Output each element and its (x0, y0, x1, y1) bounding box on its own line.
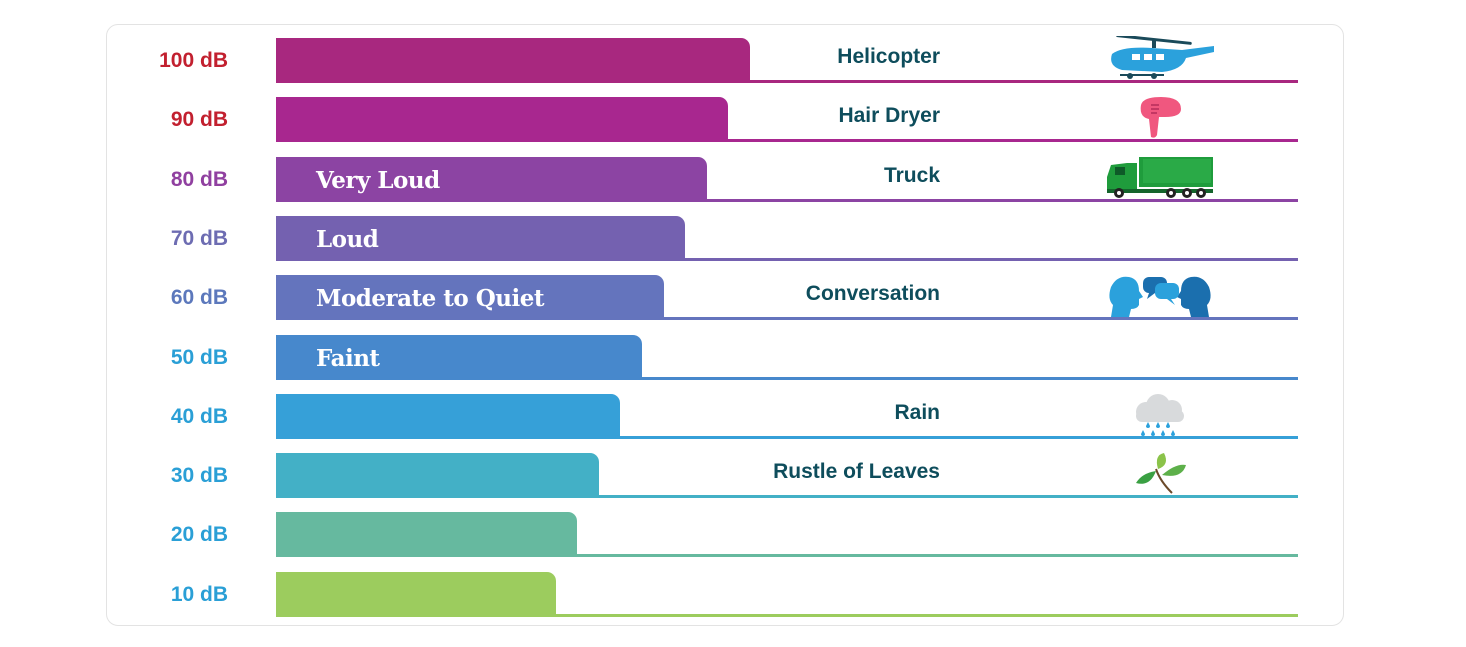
tick-label: 10 dB (120, 583, 228, 607)
tick-label: 100 dB (120, 49, 228, 73)
leaves-icon (1132, 451, 1188, 502)
row-baseline (276, 377, 1298, 380)
bar (276, 512, 577, 556)
tick-label: 40 dB (120, 405, 228, 429)
truck-icon (1105, 155, 1215, 206)
bar (276, 453, 599, 497)
bar: Loud (276, 216, 685, 260)
helicopter-icon (1102, 36, 1218, 85)
example-label: Rustle of Leaves (640, 460, 940, 484)
tick-label: 20 dB (120, 523, 228, 547)
tick-label: 80 dB (120, 168, 228, 192)
conversation-icon (1107, 273, 1213, 324)
bar (276, 572, 556, 616)
bar (276, 394, 620, 438)
rain-cloud-icon (1128, 392, 1192, 443)
level-label: Faint (316, 345, 380, 372)
level-label: Loud (316, 226, 378, 253)
level-label: Very Loud (316, 167, 440, 194)
tick-label: 90 dB (120, 108, 228, 132)
bar: Moderate to Quiet (276, 275, 664, 319)
tick-label: 70 dB (120, 227, 228, 251)
example-label: Helicopter (640, 45, 940, 69)
example-label: Conversation (640, 282, 940, 306)
bar: Faint (276, 335, 642, 379)
example-label: Hair Dryer (640, 104, 940, 128)
tick-label: 30 dB (120, 464, 228, 488)
tick-label: 50 dB (120, 346, 228, 370)
row-baseline (276, 554, 1298, 557)
example-label: Truck (640, 164, 940, 188)
example-label: Rain (640, 401, 940, 425)
level-label: Moderate to Quiet (316, 285, 544, 312)
row-baseline (276, 258, 1298, 261)
hair-dryer-icon (1135, 95, 1185, 144)
tick-label: 60 dB (120, 286, 228, 310)
row-baseline (276, 614, 1298, 617)
